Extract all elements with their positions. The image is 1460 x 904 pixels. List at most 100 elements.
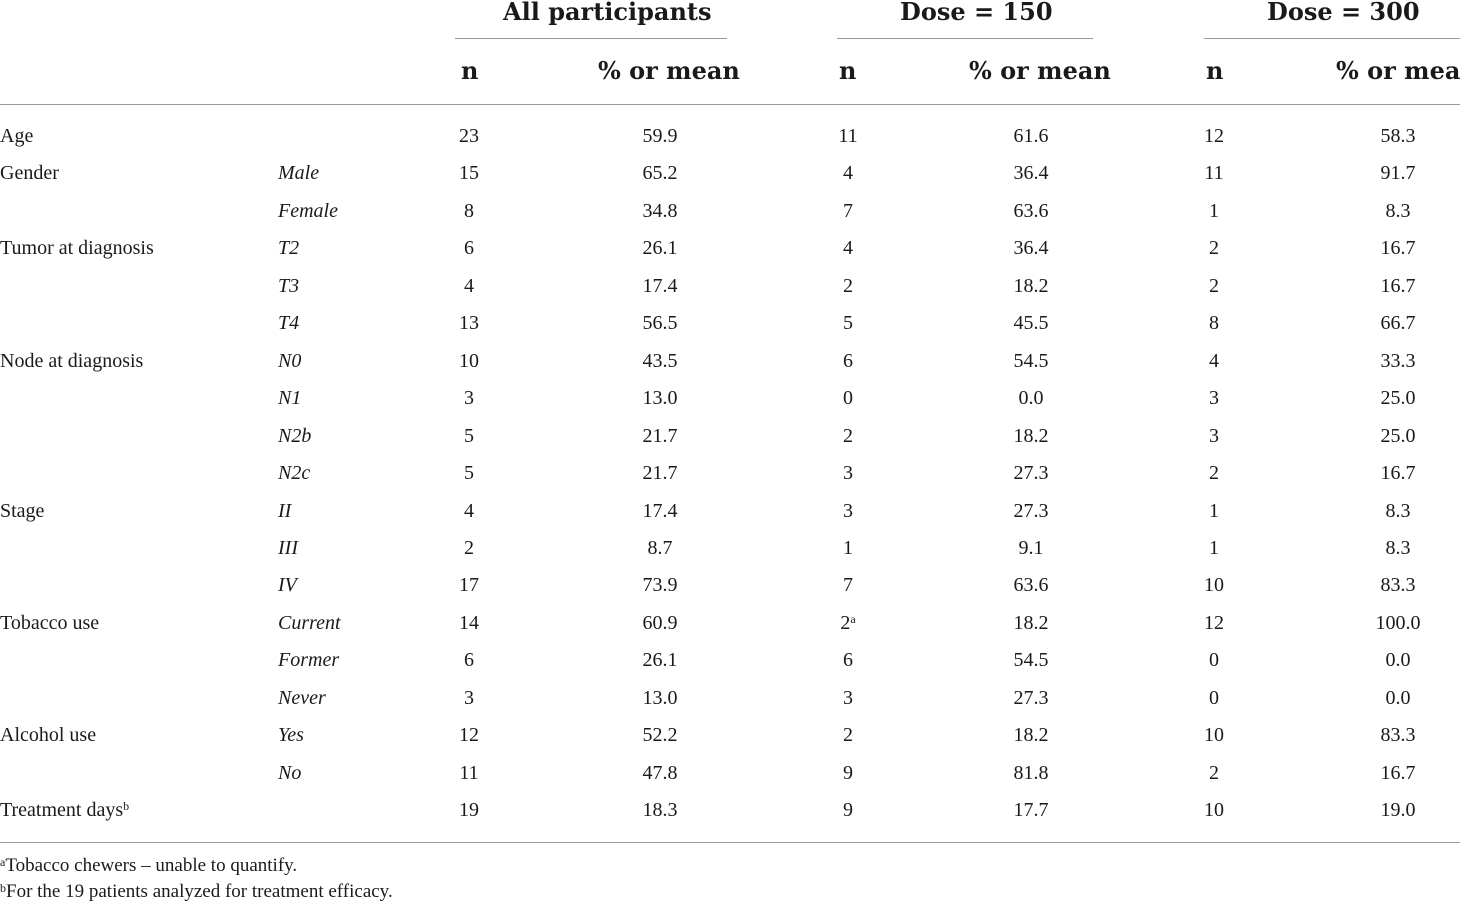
cell-pct-all: 17.4 bbox=[643, 274, 678, 298]
cell-value: 27.3 bbox=[1013, 462, 1049, 484]
cell-value: 1 bbox=[843, 537, 853, 559]
cell-value: 91.7 bbox=[1380, 162, 1416, 184]
cell-n-150: 11 bbox=[838, 124, 857, 148]
header-group-rule-150 bbox=[837, 38, 1093, 39]
cell-value: 21.7 bbox=[642, 462, 678, 484]
cell-pct-all: 52.2 bbox=[643, 723, 678, 747]
cell-pct-150: 63.6 bbox=[1014, 573, 1049, 597]
cell-value: 8 bbox=[464, 200, 474, 222]
cell-value: 13.0 bbox=[642, 387, 678, 409]
row-sublabel: Never bbox=[278, 687, 326, 709]
header-bottom-rule bbox=[0, 104, 1460, 105]
cell-n-all: 19 bbox=[459, 798, 479, 822]
header-all-participants: All participants bbox=[503, 0, 712, 26]
row-sublabel: N2c bbox=[278, 462, 311, 484]
row-label: Gender bbox=[0, 161, 59, 185]
row-label-text: Age bbox=[0, 125, 34, 147]
cell-value: 1 bbox=[1209, 200, 1219, 222]
cell-value: 2 bbox=[1209, 237, 1219, 259]
cell-n-all: 3 bbox=[464, 686, 474, 710]
cell-pct-300: 83.3 bbox=[1381, 573, 1416, 597]
row-label-text: Treatment days bbox=[0, 799, 124, 821]
cell-n-150: 3 bbox=[843, 461, 853, 485]
cell-n-all: 8 bbox=[464, 199, 474, 223]
cell-pct-all: 17.4 bbox=[643, 499, 678, 523]
cell-value: 3 bbox=[843, 500, 853, 522]
cell-value: 1 bbox=[1209, 537, 1219, 559]
cell-value: 36.4 bbox=[1013, 162, 1049, 184]
cell-value: 0.0 bbox=[1385, 687, 1411, 709]
cell-value: 17.7 bbox=[1013, 799, 1049, 821]
cell-value: 3 bbox=[464, 687, 474, 709]
cell-value: 66.7 bbox=[1380, 312, 1416, 334]
footnote-b-text: For the 19 patients analyzed for treatme… bbox=[6, 881, 393, 902]
subheader-n-150: n bbox=[839, 56, 857, 85]
cell-n-300: 1 bbox=[1209, 499, 1219, 523]
cell-n-150: 0 bbox=[843, 386, 853, 410]
cell-n-all: 6 bbox=[464, 648, 474, 672]
cell-pct-all: 47.8 bbox=[643, 761, 678, 785]
row-sublabel: III bbox=[278, 537, 298, 559]
header-group-rule-all bbox=[455, 38, 727, 39]
footnote-a-text: Tobacco chewers – unable to quantify. bbox=[5, 855, 298, 876]
cell-pct-300: 100.0 bbox=[1376, 611, 1421, 635]
cell-value: 16.7 bbox=[1380, 237, 1416, 259]
row-sublabel: II bbox=[278, 500, 292, 522]
cell-n-150: 1 bbox=[843, 536, 853, 560]
cell-value: 3 bbox=[843, 687, 853, 709]
cell-value: 16.7 bbox=[1380, 762, 1416, 784]
cell-n-all: 11 bbox=[459, 761, 478, 785]
cell-value: 47.8 bbox=[642, 762, 678, 784]
row-sublabel: Yes bbox=[278, 724, 304, 746]
cell-pct-150: 0.0 bbox=[1019, 386, 1044, 410]
cell-value: 4 bbox=[464, 500, 474, 522]
cell-n-300: 1 bbox=[1209, 536, 1219, 560]
cell-value: 8.3 bbox=[1385, 537, 1411, 559]
row-label-footnote-mark: b bbox=[123, 799, 130, 813]
cell-n-all: 23 bbox=[459, 124, 479, 148]
cell-pct-all: 43.5 bbox=[643, 349, 678, 373]
row-sublabel: N0 bbox=[278, 350, 302, 372]
cell-pct-150: 27.3 bbox=[1014, 499, 1049, 523]
cell-value: 45.5 bbox=[1013, 312, 1049, 334]
cell-value: 10 bbox=[459, 350, 479, 372]
subheader-pct-all: % or mean bbox=[598, 56, 740, 85]
subheader-n-all: n bbox=[461, 56, 479, 85]
cell-n-300: 4 bbox=[1209, 349, 1219, 373]
cell-value: 9.1 bbox=[1018, 537, 1044, 559]
footnote-b: bFor the 19 patients analyzed for treatm… bbox=[0, 880, 393, 904]
cell-value: 4 bbox=[464, 275, 474, 297]
cell-value: 18.2 bbox=[1013, 425, 1049, 447]
cell-n-300: 0 bbox=[1209, 648, 1219, 672]
cell-value: 59.9 bbox=[642, 125, 678, 147]
cell-n-all: 10 bbox=[459, 349, 479, 373]
cell-pct-all: 13.0 bbox=[643, 386, 678, 410]
cell-n-all: 4 bbox=[464, 274, 474, 298]
row-label: Alcohol use bbox=[0, 723, 96, 747]
cell-value: 5 bbox=[843, 312, 853, 334]
cell-value: 17 bbox=[459, 574, 479, 596]
cell-value: 11 bbox=[459, 762, 479, 784]
cell-value: 8.3 bbox=[1385, 200, 1411, 222]
cell-pct-all: 8.7 bbox=[648, 536, 673, 560]
cell-n-150: 9 bbox=[843, 798, 853, 822]
cell-n-300: 8 bbox=[1209, 311, 1219, 335]
row-label-text: Tobacco use bbox=[0, 612, 100, 634]
cell-n-300: 1 bbox=[1209, 199, 1219, 223]
cell-value: 2 bbox=[1209, 275, 1219, 297]
cell-value: 0 bbox=[1209, 687, 1219, 709]
cell-pct-300: 25.0 bbox=[1381, 424, 1416, 448]
cell-n-150: 3 bbox=[843, 686, 853, 710]
cell-n-150: 4 bbox=[843, 236, 853, 260]
cell-n-150: 6 bbox=[843, 349, 853, 373]
cell-value: 2 bbox=[464, 537, 474, 559]
subheader-pct-150: % or mean bbox=[969, 56, 1111, 85]
cell-value: 27.3 bbox=[1013, 500, 1049, 522]
row-label-text: Alcohol use bbox=[0, 724, 97, 746]
cell-pct-300: 16.7 bbox=[1381, 236, 1416, 260]
cell-value: 6 bbox=[464, 237, 474, 259]
cell-value: 11 bbox=[838, 125, 858, 147]
cell-value: 16.7 bbox=[1380, 275, 1416, 297]
row-sublabel: N1 bbox=[278, 387, 302, 409]
cell-pct-300: 33.3 bbox=[1381, 349, 1416, 373]
